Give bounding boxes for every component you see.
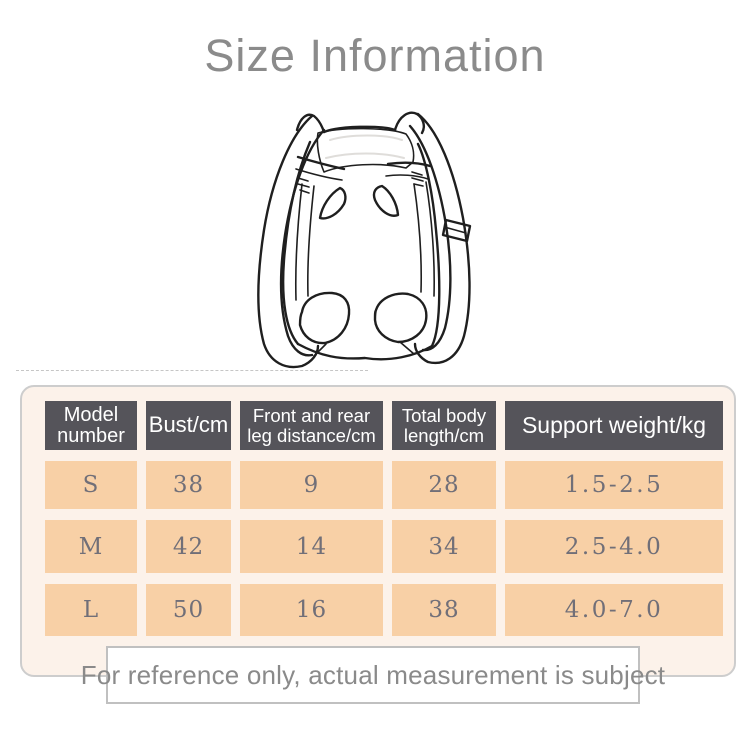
table-cell-m-body-length: 34 [392, 520, 496, 573]
table-cell-m-leg-distance: 14 [240, 520, 383, 573]
table-cell-l-leg-distance: 16 [240, 584, 383, 636]
column-header-body-length: Total body length/cm [392, 401, 496, 450]
column-header-bust: Bust/cm [146, 401, 231, 450]
table-cell-s-leg-distance: 9 [240, 461, 383, 509]
reference-note-text: For reference only, actual measurement i… [80, 659, 666, 690]
size-table: Model number Bust/cm Front and rear leg … [45, 401, 723, 636]
table-cell-l-bust: 50 [146, 584, 231, 636]
table-cell-s-model: S [45, 461, 137, 509]
page-title: Size Information [204, 30, 546, 81]
table-cell-s-support-weight: 1.5-2.5 [505, 461, 723, 509]
table-cell-l-body-length: 38 [392, 584, 496, 636]
table-cell-l-support-weight: 4.0-7.0 [505, 584, 723, 636]
sketch-baseline-dashed-divider [16, 370, 368, 371]
pet-carrier-illustration [240, 100, 490, 370]
table-cell-s-bust: 38 [146, 461, 231, 509]
column-header-leg-distance: Front and rear leg distance/cm [240, 401, 383, 450]
table-cell-m-support-weight: 2.5-4.0 [505, 520, 723, 573]
column-header-model-number: Model number [45, 401, 137, 450]
table-cell-m-bust: 42 [146, 520, 231, 573]
reference-note: For reference only, actual measurement i… [81, 646, 665, 704]
table-cell-l-model: L [45, 584, 137, 636]
table-cell-s-body-length: 28 [392, 461, 496, 509]
table-cell-m-model: M [45, 520, 137, 573]
size-table-panel: Model number Bust/cm Front and rear leg … [20, 385, 736, 677]
pet-carrier-drawing-icon [257, 111, 472, 369]
column-header-support-weight: Support weight/kg [505, 401, 723, 450]
